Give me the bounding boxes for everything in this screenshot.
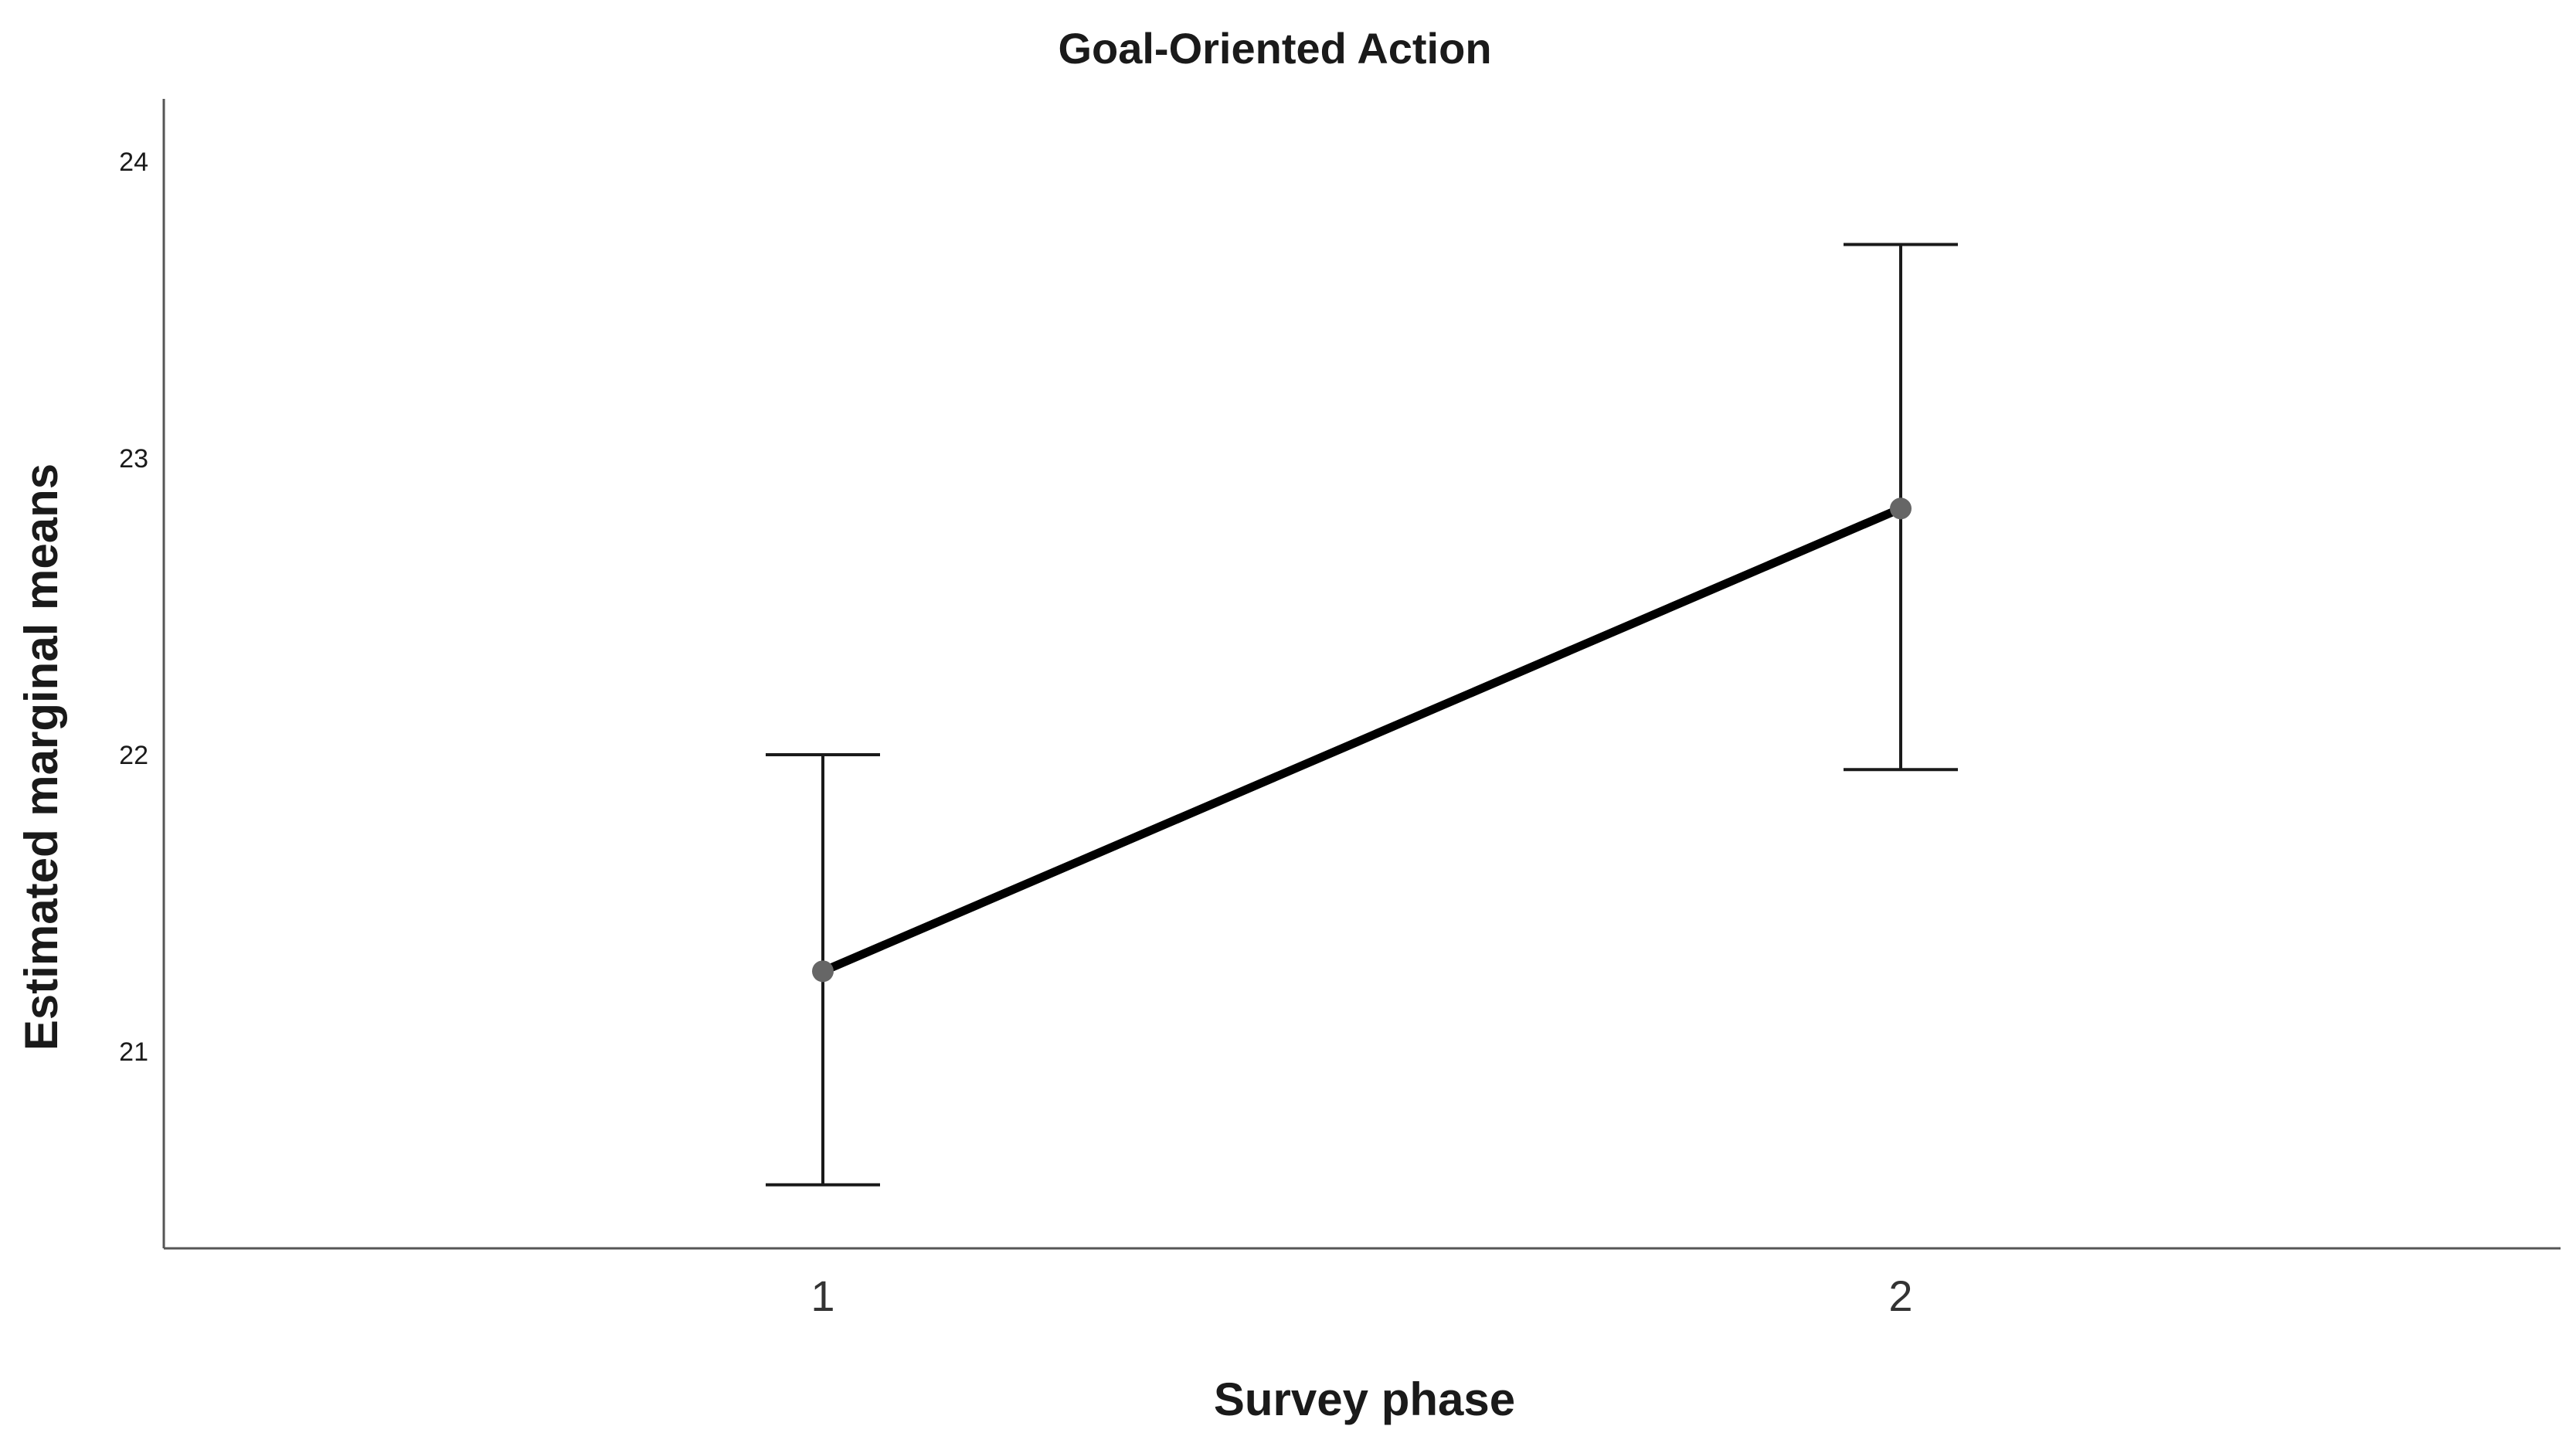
data-point-1 [812,960,834,983]
series-line [818,504,1905,976]
y-tick-label-23: 23 [119,444,148,474]
x-tick-label-2: 2 [1888,1272,1912,1320]
plot-area: 21 22 23 24 1 2 [119,99,2561,1320]
y-tick-label-24: 24 [119,148,148,177]
y-axis-title: Estimated marginal means [15,463,67,1051]
x-tick-label-1: 1 [811,1272,834,1320]
y-tick-label-21: 21 [119,1037,148,1067]
data-point-2 [1890,497,1912,520]
y-tick-label-22: 22 [119,741,148,770]
x-axis-title: Survey phase [1214,1373,1515,1425]
chart-title: Goal-Oriented Action [1058,24,1491,73]
